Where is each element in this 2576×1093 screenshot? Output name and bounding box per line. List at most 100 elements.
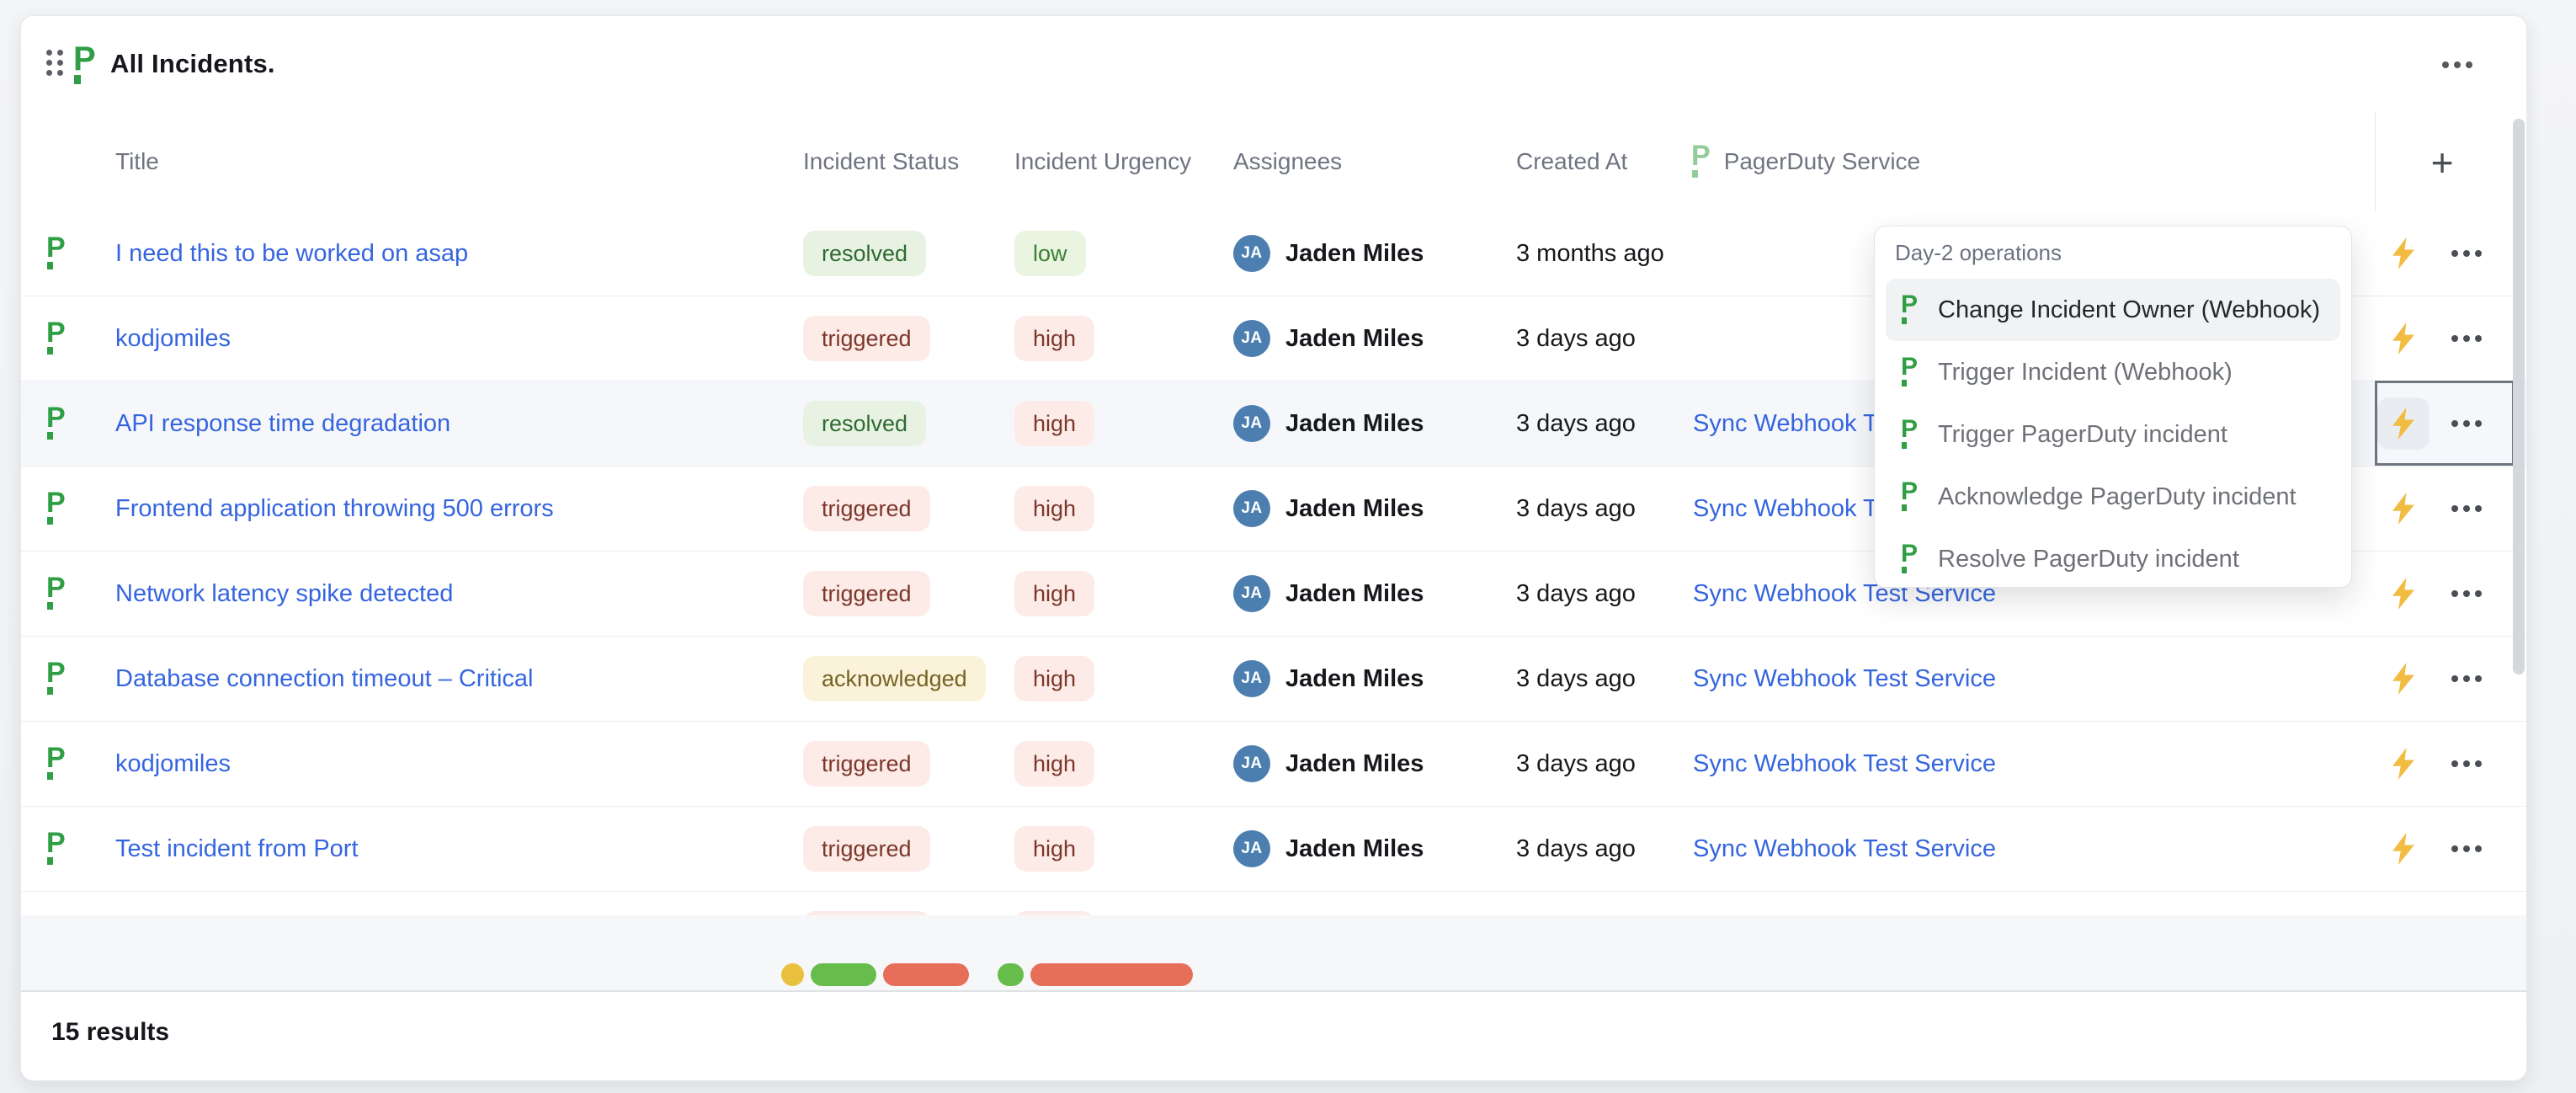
row-pagerduty-icon: P	[46, 722, 66, 806]
run-action-bolt-icon[interactable]	[2389, 722, 2418, 806]
table-row: P Database connection timeout – Critical…	[21, 637, 2526, 722]
widget-titlebar: P All Incidents.	[21, 16, 2526, 113]
group-summary-strip	[21, 915, 2526, 992]
incident-title-link[interactable]: API response time degradation	[115, 409, 451, 437]
assignee-name: Jaden Miles	[1285, 579, 1424, 607]
pagerduty-icon: P	[1691, 141, 1711, 178]
assignee-name: Jaden Miles	[1285, 409, 1424, 437]
status-badge: triggered	[803, 486, 930, 531]
pagerduty-icon: P	[1901, 541, 1918, 573]
dropdown-menu-item[interactable]: P Resolve PagerDuty incident	[1901, 540, 2239, 573]
created-at-value: 3 days ago	[1516, 834, 1636, 862]
add-column-button[interactable]: +	[2430, 141, 2454, 184]
assignee-avatar: JA	[1233, 575, 1270, 612]
drag-handle-icon[interactable]	[46, 50, 66, 80]
dropdown-menu-item[interactable]: P Acknowledge PagerDuty incident	[1901, 477, 2297, 511]
dropdown-menu-item[interactable]: P Change Incident Owner (Webhook)	[1886, 279, 2340, 341]
row-menu-ellipsis-icon[interactable]	[2446, 552, 2488, 636]
created-at-value: 3 days ago	[1516, 749, 1636, 777]
row-menu-ellipsis-icon[interactable]	[2446, 381, 2488, 466]
assignee-name: Jaden Miles	[1285, 324, 1424, 352]
summary-pill-green	[998, 963, 1024, 986]
row-menu-ellipsis-icon[interactable]	[2446, 807, 2488, 891]
widget-title: All Incidents.	[110, 49, 275, 78]
run-action-bolt-icon[interactable]	[2389, 552, 2418, 636]
dropdown-menu-item[interactable]: P Trigger PagerDuty incident	[1901, 415, 2227, 449]
urgency-badge: high	[1014, 486, 1095, 531]
assignee-name: Jaden Miles	[1285, 834, 1424, 862]
incident-title-link[interactable]: Network latency spike detected	[115, 579, 454, 607]
column-header-assignees[interactable]: Assignees	[1233, 148, 1343, 174]
status-badge: triggered	[803, 741, 930, 786]
pagerduty-icon: P	[1901, 479, 1918, 511]
incident-title-link[interactable]: Database connection timeout – Critical	[115, 664, 534, 692]
status-badge: acknowledged	[803, 656, 986, 701]
dropdown-menu-item[interactable]: P Trigger Incident (Webhook)	[1901, 353, 2233, 387]
row-menu-ellipsis-icon[interactable]	[2446, 637, 2488, 721]
column-header-pagerduty-service[interactable]: P PagerDuty Service	[1691, 112, 1920, 211]
run-action-bolt-icon[interactable]	[2389, 381, 2418, 466]
incident-title-link[interactable]: Test incident from Port	[115, 834, 359, 862]
all-incidents-widget: P All Incidents. Title Incident Status I…	[20, 15, 2527, 1081]
assignee-name: Jaden Miles	[1285, 749, 1424, 777]
row-pagerduty-icon: P	[46, 381, 66, 466]
row-menu-ellipsis-icon[interactable]	[2446, 467, 2488, 551]
incident-title-link[interactable]: Frontend application throwing 500 errors	[115, 494, 554, 522]
widget-menu-ellipsis-icon[interactable]	[2442, 53, 2489, 77]
pagerduty-icon: P	[1901, 292, 1918, 324]
column-header-incident-urgency[interactable]: Incident Urgency	[1014, 148, 1192, 174]
assignee-avatar: JA	[1233, 660, 1270, 697]
created-at-value: 3 days ago	[1516, 324, 1636, 352]
row-pagerduty-icon: P	[46, 211, 66, 296]
table-header: Title Incident Status Incident Urgency A…	[21, 112, 2526, 212]
pagerduty-service-link[interactable]: Sync Webhook Test Service	[1693, 664, 1996, 692]
urgency-badge: high	[1014, 741, 1095, 786]
incident-title-link[interactable]: kodjomiles	[115, 749, 231, 777]
summary-pills	[781, 963, 1193, 986]
row-pagerduty-icon: P	[46, 552, 66, 636]
assignee-avatar: JA	[1233, 490, 1270, 527]
dropdown-section-label: Day-2 operations	[1895, 239, 2062, 265]
pagerduty-service-link[interactable]: Sync Webhook Test Service	[1693, 834, 1996, 862]
column-header-incident-status[interactable]: Incident Status	[803, 148, 960, 174]
vertical-scrollbar-thumb[interactable]	[2513, 119, 2525, 674]
created-at-value: 3 days ago	[1516, 409, 1636, 437]
pagerduty-service-link[interactable]: Sync Webhook Test Service	[1693, 749, 1996, 777]
incident-title-link[interactable]: I need this to be worked on asap	[115, 239, 469, 267]
table-row: P Test incident from Port triggered high…	[21, 807, 2526, 892]
run-action-bolt-icon[interactable]	[2389, 211, 2418, 296]
urgency-badge: high	[1014, 656, 1095, 701]
run-action-bolt-icon[interactable]	[2389, 807, 2418, 891]
assignee-avatar: JA	[1233, 830, 1270, 867]
row-menu-ellipsis-icon[interactable]	[2446, 722, 2488, 806]
incident-title-link[interactable]: kodjomiles	[115, 324, 231, 352]
results-count: 15 results	[51, 1018, 170, 1046]
run-action-bolt-icon[interactable]	[2389, 467, 2418, 551]
column-header-title[interactable]: Title	[115, 148, 159, 174]
row-menu-ellipsis-icon[interactable]	[2446, 211, 2488, 296]
created-at-value: 3 months ago	[1516, 239, 1664, 267]
urgency-badge: low	[1014, 231, 1086, 276]
table-row: P kodjomiles triggered high JA Jaden Mil…	[21, 722, 2526, 807]
table-rows: P I need this to be worked on asap resol…	[21, 211, 2526, 976]
urgency-badge: high	[1014, 826, 1095, 872]
day2-operations-dropdown: Day-2 operations P Change Incident Owner…	[1874, 226, 2352, 588]
created-at-value: 3 days ago	[1516, 494, 1636, 522]
assignee-name: Jaden Miles	[1285, 664, 1424, 692]
row-menu-ellipsis-icon[interactable]	[2446, 296, 2488, 381]
summary-pill-yellow	[781, 963, 804, 986]
column-header-created-at[interactable]: Created At	[1516, 148, 1628, 174]
assignee-avatar: JA	[1233, 320, 1270, 357]
dropdown-items: P Change Incident Owner (Webhook) P Trig…	[1875, 279, 2351, 590]
created-at-value: 3 days ago	[1516, 579, 1636, 607]
assignee-avatar: JA	[1233, 745, 1270, 782]
assignee-name: Jaden Miles	[1285, 239, 1424, 267]
urgency-badge: high	[1014, 401, 1095, 446]
row-pagerduty-icon: P	[46, 467, 66, 551]
run-action-bolt-icon[interactable]	[2389, 296, 2418, 381]
table-footer: 15 results	[21, 990, 2526, 1080]
assignee-name: Jaden Miles	[1285, 494, 1424, 522]
status-badge: triggered	[803, 826, 930, 872]
run-action-bolt-icon[interactable]	[2389, 637, 2418, 721]
summary-pill-green	[811, 963, 876, 986]
